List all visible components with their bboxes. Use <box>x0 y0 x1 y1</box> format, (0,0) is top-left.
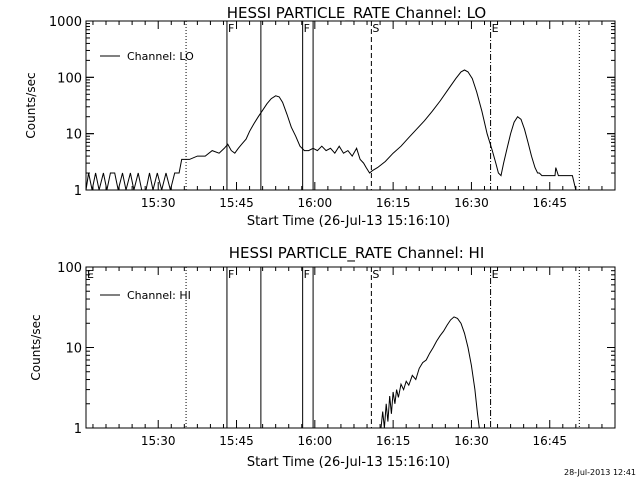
marker-label: F <box>304 22 310 35</box>
x-tick-label: 15:45 <box>219 434 254 448</box>
y-tick-label: 1000 <box>49 15 82 30</box>
marker-label: F <box>228 268 234 281</box>
x-tick-label: 16:30 <box>454 196 489 210</box>
marker-label: E <box>492 268 499 281</box>
series-line <box>85 69 577 191</box>
x-tick-label: 15:45 <box>219 196 254 210</box>
lo-channel-panel: HESSI PARTICLE_RATE Channel: LOF F S E Chann… <box>24 4 616 229</box>
y-tick-label: 10 <box>65 342 82 357</box>
x-tick-label: 16:15 <box>376 434 411 448</box>
x-tick-label: 16:45 <box>532 434 567 448</box>
y-tick-label: 100 <box>57 71 82 86</box>
chart-title: HESSI PARTICLE_RATE Channel: LO <box>227 4 486 23</box>
legend-label: Channel: LO <box>127 50 194 63</box>
x-tick-label: 16:00 <box>298 196 333 210</box>
marker-label: S <box>372 22 379 35</box>
marker-label: E <box>87 268 94 281</box>
x-axis-label: Start Time (26-Jul-13 15:16:10) <box>247 214 450 229</box>
x-tick-label: 16:00 <box>298 434 333 448</box>
series-line <box>380 316 480 429</box>
chart-title: HESSI PARTICLE_RATE Channel: HI <box>229 244 485 263</box>
x-tick-label: 16:15 <box>376 196 411 210</box>
x-tick-label: 15:30 <box>141 196 176 210</box>
hi-channel-panel: HESSI PARTICLE_RATE Channel: HI E F F S E Chan… <box>29 244 616 470</box>
marker-label: F <box>304 268 310 281</box>
plot-frame <box>85 20 616 191</box>
marker-label: F <box>228 22 234 35</box>
y-axis-label: Counts/sec <box>24 72 38 138</box>
y-tick-label: 1 <box>74 184 82 199</box>
y-tick-label: 1 <box>74 422 82 437</box>
y-tick-label: 10 <box>65 128 82 143</box>
marker-label: E <box>492 22 499 35</box>
x-axis-label: Start Time (26-Jul-13 15:16:10) <box>247 455 450 470</box>
legend-label: Channel: HI <box>127 289 191 302</box>
y-tick-label: 100 <box>57 261 82 276</box>
footer-timestamp: 28-Jul-2013 12:41 <box>564 468 636 477</box>
marker-label: S <box>372 268 379 281</box>
x-tick-label: 16:45 <box>532 196 567 210</box>
x-tick-label: 15:30 <box>141 434 176 448</box>
x-tick-label: 16:30 <box>454 434 489 448</box>
y-axis-label: Counts/sec <box>29 314 43 380</box>
